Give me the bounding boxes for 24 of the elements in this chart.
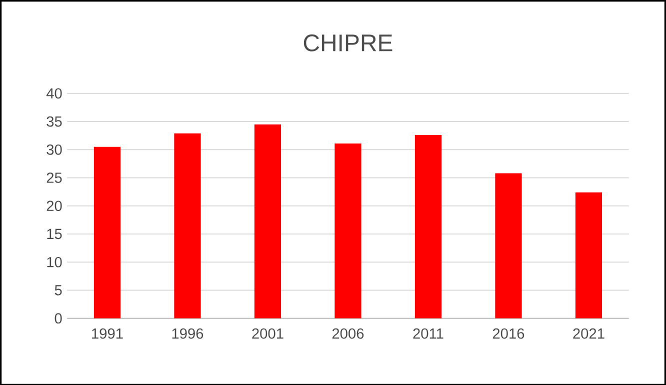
x-tick-label: 1996 [172, 328, 204, 339]
y-tick-label: 15 [47, 228, 62, 239]
y-tick-label: 0 [54, 312, 62, 324]
x-tick-label: 2021 [573, 328, 604, 339]
bar [254, 124, 282, 318]
y-tick-label: 10 [47, 256, 62, 268]
bar [174, 133, 201, 318]
bar [414, 134, 442, 318]
y-tick-label: 30 [46, 144, 62, 155]
y-tick-label: 5 [54, 284, 62, 296]
y-tick-label: 20 [46, 200, 62, 211]
bar [575, 192, 602, 318]
y-tick-label: 35 [46, 116, 62, 126]
chart-title: CHIPRE [304, 34, 392, 52]
y-tick-label: 25 [46, 172, 62, 183]
x-tick-label: 2011 [413, 328, 444, 339]
x-tick-label: 1991 [92, 328, 123, 339]
x-tick-label: 2016 [492, 328, 524, 339]
y-tick-label: 40 [46, 88, 62, 98]
bar [94, 146, 121, 318]
bar [334, 143, 362, 318]
bar [495, 173, 522, 318]
x-tick-label: 2006 [332, 328, 364, 339]
x-tick-label: 2001 [252, 328, 284, 339]
